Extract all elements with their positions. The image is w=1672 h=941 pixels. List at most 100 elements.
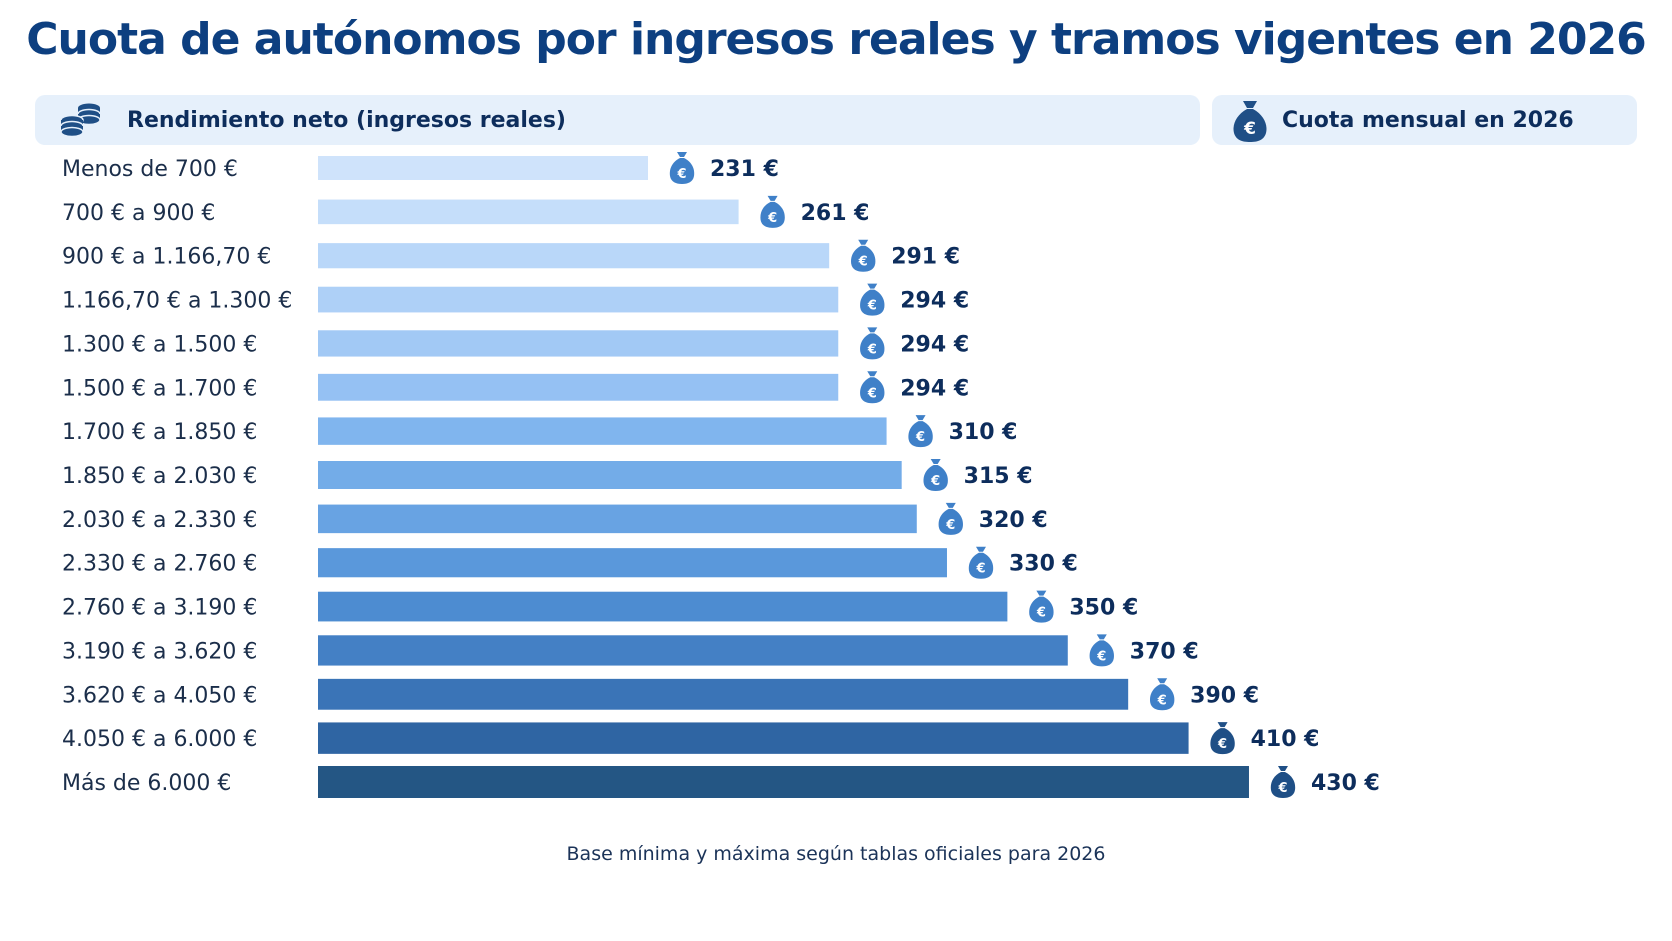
bar-row: 3.620 € a 4.050 € €390 €	[62, 678, 1259, 711]
value-label: 350 €	[1069, 596, 1138, 621]
svg-text:€: €	[930, 474, 940, 489]
value-label: 320 €	[979, 508, 1048, 533]
bar	[318, 678, 1129, 710]
bar-row: 700 € a 900 € €261 €	[62, 195, 870, 228]
svg-text:€: €	[945, 518, 955, 533]
bar	[318, 722, 1189, 754]
money-bag-icon: €	[1270, 766, 1296, 798]
footnote: Base mínima y máxima según tablas oficia…	[566, 843, 1106, 865]
category-label: 1.300 € a 1.500 €	[62, 332, 257, 357]
money-bag-icon: €	[860, 283, 885, 316]
money-bag-icon: €	[1029, 590, 1054, 623]
category-label: 700 € a 900 €	[62, 201, 215, 226]
column-header-fee: € Cuota mensual en 2026	[1212, 95, 1637, 145]
svg-text:€: €	[767, 211, 777, 226]
bar-row: 900 € a 1.166,70 € €291 €	[62, 239, 960, 272]
category-label: 900 € a 1.166,70 €	[62, 245, 271, 270]
category-label: 1.850 € a 2.030 €	[62, 464, 257, 489]
coin-stack-icon	[59, 100, 103, 140]
bar-row: 1.700 € a 1.850 € €310 €	[62, 415, 1018, 448]
svg-text:€: €	[1243, 119, 1256, 139]
bar	[318, 635, 1068, 666]
money-bag-icon: €	[938, 502, 963, 535]
bar-row: 2.330 € a 2.760 € €330 €	[62, 546, 1078, 579]
column-header-income-label: Rendimiento neto (ingresos reales)	[127, 107, 566, 133]
value-label: 370 €	[1130, 639, 1199, 664]
money-bag-icon: €	[923, 459, 948, 491]
svg-text:€: €	[975, 562, 985, 577]
value-label: 261 €	[801, 201, 870, 226]
column-header-income: Rendimiento neto (ingresos reales)	[35, 95, 1200, 145]
money-bag-icon: €	[1230, 97, 1270, 143]
bar-chart: Menos de 700 € €231 € 700 € a 900 € €261 € 9…	[62, 152, 1380, 798]
bar	[318, 766, 1249, 798]
bar	[318, 591, 1008, 622]
value-label: 294 €	[900, 332, 969, 357]
bar	[318, 548, 947, 578]
value-label: 294 €	[900, 376, 969, 401]
bar-row: 2.030 € a 2.330 € €320 €	[62, 502, 1048, 535]
category-label: 1.166,70 € a 1.300 €	[62, 289, 292, 314]
category-label: 1.700 € a 1.850 €	[62, 420, 257, 445]
svg-text:€: €	[858, 255, 868, 270]
money-bag-icon: €	[908, 415, 933, 448]
money-bag-icon: €	[968, 546, 994, 579]
money-bag-icon: €	[1089, 634, 1114, 667]
svg-text:€: €	[867, 342, 877, 357]
bar	[318, 504, 917, 534]
value-label: 390 €	[1190, 683, 1259, 708]
bar-row: 4.050 € a 6.000 € €410 €	[62, 722, 1320, 755]
money-bag-icon: €	[1149, 678, 1175, 711]
bar-row: 1.850 € a 2.030 € €315 €	[62, 459, 1033, 491]
bar-row: 1.500 € a 1.700 € €294 €	[62, 371, 969, 404]
bar-row: Menos de 700 € €231 €	[62, 152, 779, 184]
bar	[318, 286, 839, 313]
category-label: 3.620 € a 4.050 €	[62, 683, 257, 708]
category-label: 1.500 € a 1.700 €	[62, 376, 257, 401]
value-label: 410 €	[1251, 727, 1320, 752]
value-label: 315 €	[964, 464, 1033, 489]
bar	[318, 461, 902, 489]
bar	[318, 243, 830, 269]
svg-text:€: €	[867, 299, 877, 314]
value-label: 330 €	[1009, 552, 1078, 577]
column-header-fee-label: Cuota mensual en 2026	[1282, 107, 1574, 133]
category-label: 2.760 € a 3.190 €	[62, 596, 257, 621]
money-bag-icon: €	[1210, 722, 1235, 755]
bar-row: 2.760 € a 3.190 € €350 €	[62, 590, 1138, 623]
svg-text:€: €	[1277, 781, 1287, 796]
svg-text:€: €	[1036, 606, 1046, 621]
category-label: 4.050 € a 6.000 €	[62, 727, 257, 752]
bar-row: Más de 6.000 € €430 €	[62, 766, 1380, 798]
value-label: 291 €	[891, 245, 960, 270]
bar	[318, 417, 887, 445]
money-bag-icon: €	[851, 239, 876, 272]
value-label: 231 €	[710, 157, 779, 182]
category-label: 2.030 € a 2.330 €	[62, 508, 257, 533]
svg-text:€: €	[1157, 693, 1167, 708]
money-bag-icon: €	[860, 371, 885, 404]
value-label: 430 €	[1311, 771, 1380, 796]
bar-row: 3.190 € a 3.620 € €370 €	[62, 634, 1199, 667]
money-bag-icon: €	[669, 152, 695, 184]
category-label: 3.190 € a 3.620 €	[62, 639, 257, 664]
svg-text:€: €	[676, 167, 686, 182]
value-label: 310 €	[949, 420, 1018, 445]
svg-text:€: €	[1096, 649, 1106, 664]
svg-text:€: €	[867, 386, 877, 401]
bar-row: 1.300 € a 1.500 € €294 €	[62, 327, 969, 360]
category-label: 2.330 € a 2.760 €	[62, 552, 257, 577]
page-title: Cuota de autónomos por ingresos reales y…	[26, 14, 1647, 65]
bar-row: 1.166,70 € a 1.300 € €294 €	[62, 283, 969, 316]
category-label: Más de 6.000 €	[62, 771, 231, 796]
value-label: 294 €	[900, 289, 969, 314]
bar	[318, 156, 648, 180]
money-bag-icon: €	[760, 195, 785, 228]
svg-text:€: €	[1217, 737, 1227, 752]
bar	[318, 199, 739, 225]
svg-text:€: €	[915, 430, 925, 445]
bar	[318, 330, 839, 357]
money-bag-icon: €	[860, 327, 885, 360]
category-label: Menos de 700 €	[62, 157, 238, 182]
bar	[318, 373, 839, 401]
